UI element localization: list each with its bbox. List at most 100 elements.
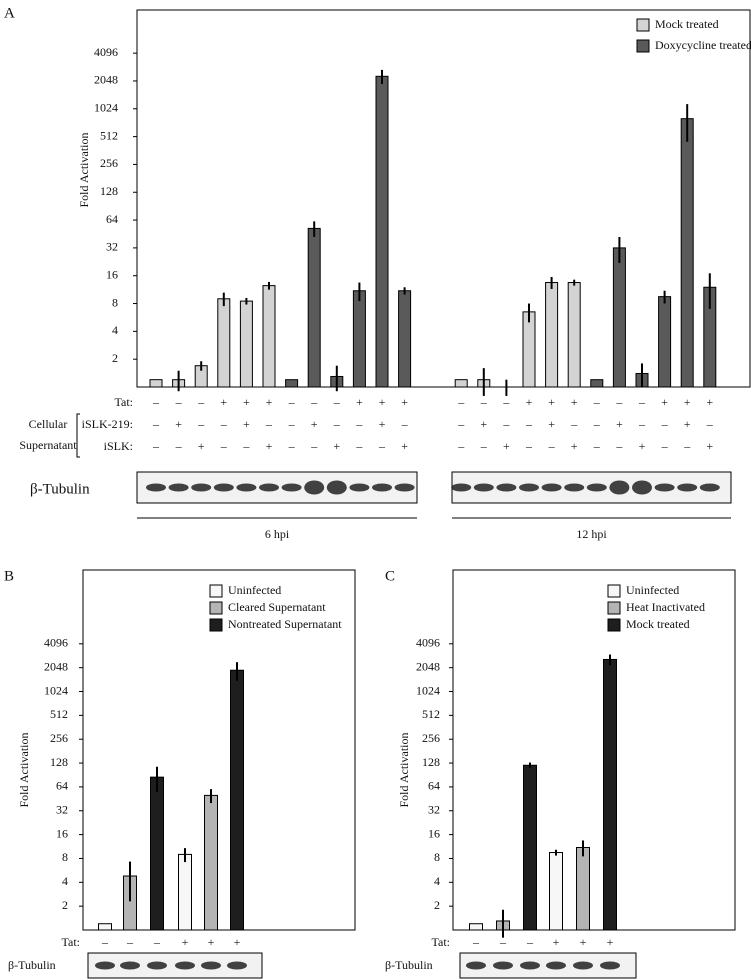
bar xyxy=(217,298,231,388)
y-tick-label: 512 xyxy=(50,707,68,721)
condition-sign: + xyxy=(548,417,555,431)
condition-sign: – xyxy=(525,439,533,453)
bar xyxy=(239,300,253,388)
bar xyxy=(375,75,389,388)
bar xyxy=(285,379,299,388)
bar xyxy=(469,923,483,931)
condition-sign: + xyxy=(401,439,408,453)
condition-sign: – xyxy=(197,395,205,409)
blot-band xyxy=(493,961,513,970)
condition-sign: – xyxy=(593,395,601,409)
y-tick-label: 16 xyxy=(106,267,118,281)
blot-band xyxy=(120,961,140,970)
condition-sign: – xyxy=(502,395,510,409)
y-tick-label: 64 xyxy=(106,212,118,226)
condition-sign: + xyxy=(503,439,510,453)
condition-sign: – xyxy=(152,395,160,409)
condition-sign: – xyxy=(457,417,465,431)
y-tick-label: 8 xyxy=(434,850,440,864)
condition-sign: + xyxy=(684,417,691,431)
bar xyxy=(352,290,366,388)
condition-sign: + xyxy=(616,417,623,431)
condition-sign: + xyxy=(706,439,713,453)
y-tick-label: 512 xyxy=(422,707,440,721)
condition-sign: + xyxy=(684,395,691,409)
panel-letter: A xyxy=(4,5,15,21)
bar xyxy=(204,794,218,931)
condition-sign: – xyxy=(457,395,465,409)
condition-sign: – xyxy=(480,439,488,453)
condition-sign: – xyxy=(355,439,363,453)
condition-sign: – xyxy=(472,935,480,949)
condition-sign: – xyxy=(310,395,318,409)
legend-label: Nontreated Supernatant xyxy=(228,617,342,631)
blot-band xyxy=(573,961,593,970)
condition-sign: + xyxy=(553,935,560,949)
y-tick-label: 256 xyxy=(422,731,440,745)
blot-band xyxy=(168,483,189,492)
condition-sign: + xyxy=(175,417,182,431)
blot-band xyxy=(372,483,392,492)
y-tick-label: 32 xyxy=(106,240,118,254)
condition-sign: – xyxy=(101,935,109,949)
condition-sign: – xyxy=(526,935,534,949)
condition-label: Tat: xyxy=(115,395,134,409)
y-tick-label: 64 xyxy=(428,779,440,793)
y-tick-label: 2048 xyxy=(416,659,440,673)
y-tick-label: 32 xyxy=(428,803,440,817)
condition-sign: – xyxy=(525,417,533,431)
bar xyxy=(523,764,537,931)
condition-sign: – xyxy=(288,417,296,431)
condition-sign: + xyxy=(266,395,273,409)
y-tick-label: 4 xyxy=(434,874,440,888)
y-tick-label: 32 xyxy=(56,803,68,817)
legend-label: Doxycycline treated xyxy=(655,38,751,52)
condition-sign: + xyxy=(706,395,713,409)
blot-band xyxy=(175,961,195,970)
condition-sign: – xyxy=(126,935,134,949)
legend-swatch xyxy=(607,601,621,615)
condition-sign: – xyxy=(661,439,669,453)
blot-band xyxy=(147,961,167,970)
legend-swatch xyxy=(607,584,621,598)
legend-swatch xyxy=(209,584,223,598)
blot-band xyxy=(201,961,221,970)
blot-label: β-Tubulin xyxy=(8,958,56,972)
condition-sign: – xyxy=(333,395,341,409)
condition-sign: – xyxy=(220,439,228,453)
bar xyxy=(612,247,626,388)
y-tick-label: 16 xyxy=(56,826,68,840)
bar xyxy=(454,379,468,388)
y-tick-label: 4096 xyxy=(416,636,440,650)
bar xyxy=(398,290,412,388)
condition-sign: + xyxy=(243,417,250,431)
y-axis-label: Fold Activation xyxy=(17,733,31,808)
panel-letter: B xyxy=(4,568,14,584)
legend-swatch xyxy=(209,601,223,615)
condition-sign: + xyxy=(182,935,189,949)
y-tick-label: 128 xyxy=(422,755,440,769)
condition-sign: – xyxy=(401,417,409,431)
condition-sign: – xyxy=(499,935,507,949)
y-tick-label: 4096 xyxy=(94,45,118,59)
condition-sign: – xyxy=(570,417,578,431)
blot-band xyxy=(473,483,494,492)
condition-sign: – xyxy=(638,395,646,409)
blot-band xyxy=(191,483,212,492)
blot-band xyxy=(259,483,279,492)
y-axis-label: Fold Activation xyxy=(77,133,91,208)
condition-sign: + xyxy=(198,439,205,453)
side-label: Supernatant xyxy=(19,438,77,452)
condition-label: Tat: xyxy=(432,935,451,949)
legend-label: Uninfected xyxy=(228,583,281,597)
blot-band xyxy=(394,483,415,492)
condition-sign: – xyxy=(615,395,623,409)
blot-band xyxy=(586,483,607,492)
condition-sign: – xyxy=(480,395,488,409)
condition-sign: – xyxy=(288,439,296,453)
bar xyxy=(522,311,536,388)
blot-band xyxy=(564,483,585,492)
blot-band xyxy=(677,483,698,492)
y-tick-label: 512 xyxy=(100,128,118,142)
